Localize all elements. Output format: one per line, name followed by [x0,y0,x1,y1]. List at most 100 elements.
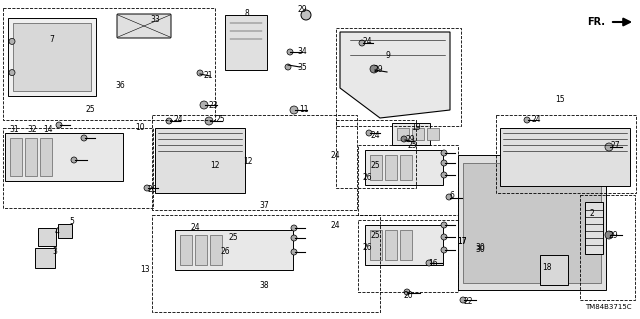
Text: 27: 27 [610,140,620,150]
Text: 30: 30 [475,246,485,255]
Text: 12: 12 [211,160,220,169]
Text: TM84B3715C: TM84B3715C [586,304,632,310]
Bar [540,255,568,285]
Text: 9: 9 [385,50,390,60]
Circle shape [441,234,447,240]
Text: 25: 25 [407,140,417,150]
Bar [397,128,409,140]
Bar [175,230,293,270]
FancyBboxPatch shape [117,14,171,38]
Text: 30: 30 [475,243,485,253]
Circle shape [81,135,87,141]
Text: 13: 13 [140,265,150,275]
Bar [370,155,382,180]
Circle shape [9,38,15,44]
Circle shape [446,194,452,200]
Text: 25: 25 [370,231,380,240]
Bar [463,163,601,283]
Circle shape [290,106,298,114]
Text: 8: 8 [244,9,250,18]
Bar [195,235,207,265]
Text: 32: 32 [27,125,37,135]
Bar [3,8,215,120]
Bar [365,150,443,185]
Bar [496,115,636,193]
Text: 36: 36 [115,80,125,90]
Bar [336,120,416,188]
Text: 10: 10 [135,123,145,132]
Text: 4: 4 [54,227,60,236]
Bar [412,128,424,140]
Circle shape [441,150,447,156]
Text: 37: 37 [259,201,269,210]
Text: 24: 24 [190,224,200,233]
Circle shape [359,40,365,46]
Circle shape [200,101,208,109]
Text: 16: 16 [428,258,438,268]
Text: 11: 11 [300,106,308,115]
Text: 26: 26 [362,174,372,182]
Text: 15: 15 [555,95,565,105]
Circle shape [605,231,613,239]
Circle shape [404,289,410,295]
Text: 18: 18 [542,263,552,271]
Text: 29: 29 [608,231,618,240]
Bar [152,115,357,210]
Bar [25,138,37,176]
Text: 17: 17 [457,238,467,247]
Bar [365,225,443,265]
Bar [358,220,458,292]
Polygon shape [340,32,450,118]
Circle shape [285,64,291,70]
Text: 24: 24 [330,220,340,229]
Text: 25: 25 [228,234,238,242]
Circle shape [144,185,150,191]
Text: 35: 35 [297,63,307,72]
Text: 6: 6 [449,190,454,199]
Text: 21: 21 [204,70,212,79]
Circle shape [441,247,447,253]
Text: 31: 31 [9,125,19,135]
Text: 24: 24 [370,130,380,139]
Bar [336,28,461,126]
Text: 24: 24 [362,38,372,47]
Bar [152,215,380,312]
Bar [10,138,22,176]
Text: 38: 38 [259,280,269,290]
Text: 24: 24 [531,115,541,124]
Text: 29: 29 [373,65,383,75]
Bar [400,230,412,260]
Text: 20: 20 [403,291,413,300]
Text: 2: 2 [589,209,595,218]
Bar [358,145,458,215]
Circle shape [426,260,432,266]
Text: 29: 29 [297,5,307,14]
Circle shape [291,225,297,231]
Text: 5: 5 [70,218,74,226]
Circle shape [56,122,62,128]
Circle shape [605,143,613,151]
Circle shape [291,249,297,255]
Bar [35,248,55,268]
Text: 7: 7 [49,35,54,44]
Text: FR.: FR. [587,17,605,27]
Bar [580,195,635,300]
Text: 25: 25 [215,115,225,124]
Bar [400,155,412,180]
Circle shape [401,136,407,142]
Bar [392,123,430,145]
Text: 24: 24 [173,115,183,124]
Bar [8,18,96,96]
Bar [458,155,606,290]
Bar [5,133,123,181]
Bar [585,202,603,254]
Bar [427,128,439,140]
Text: 22: 22 [463,298,473,307]
Circle shape [524,117,530,123]
Circle shape [370,65,378,73]
Text: 29: 29 [405,136,415,145]
Bar [500,128,630,186]
Text: 12: 12 [243,158,253,167]
Text: 34: 34 [297,48,307,56]
Bar [3,128,153,208]
